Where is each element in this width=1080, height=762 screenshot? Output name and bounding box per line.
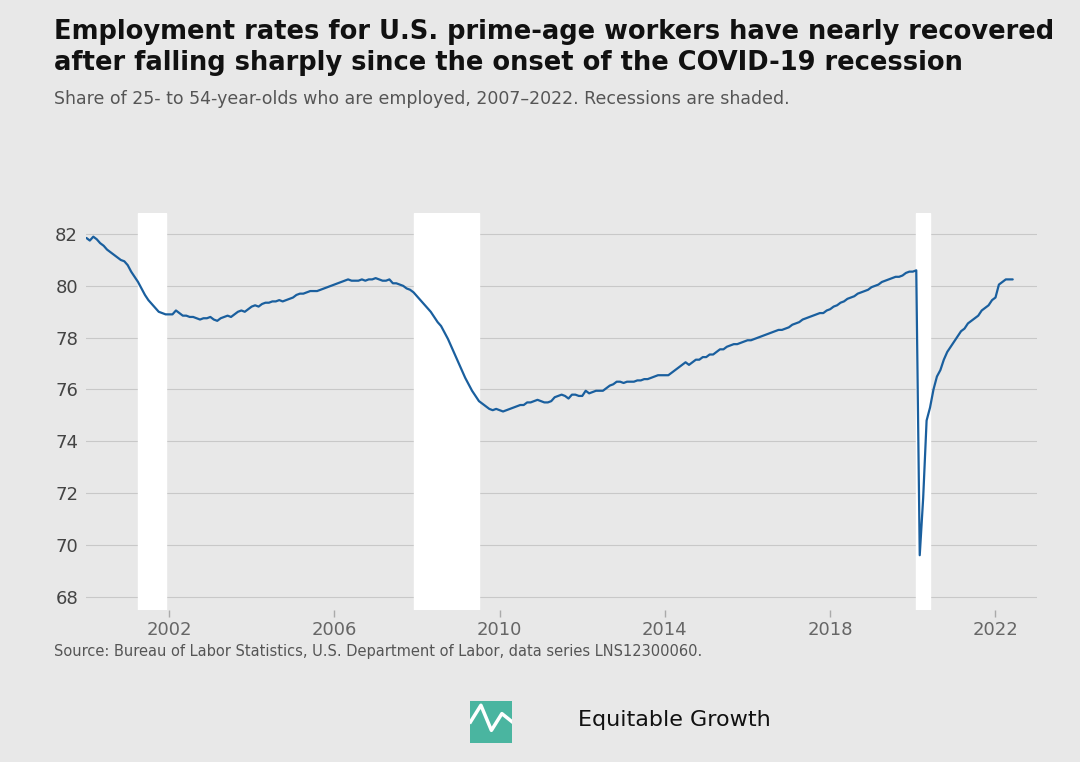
Bar xyxy=(138,213,165,610)
Bar xyxy=(916,213,930,610)
Text: Equitable Growth: Equitable Growth xyxy=(578,710,770,730)
Text: Share of 25- to 54-year-olds who are employed, 2007–2022. Recessions are shaded.: Share of 25- to 54-year-olds who are emp… xyxy=(54,90,789,108)
Text: Employment rates for U.S. prime-age workers have nearly recovered: Employment rates for U.S. prime-age work… xyxy=(54,19,1054,45)
Text: Source: Bureau of Labor Statistics, U.S. Department of Labor, data series LNS123: Source: Bureau of Labor Statistics, U.S.… xyxy=(54,644,702,659)
Text: after falling sharply since the onset of the COVID-19 recession: after falling sharply since the onset of… xyxy=(54,50,963,75)
Bar xyxy=(414,213,478,610)
